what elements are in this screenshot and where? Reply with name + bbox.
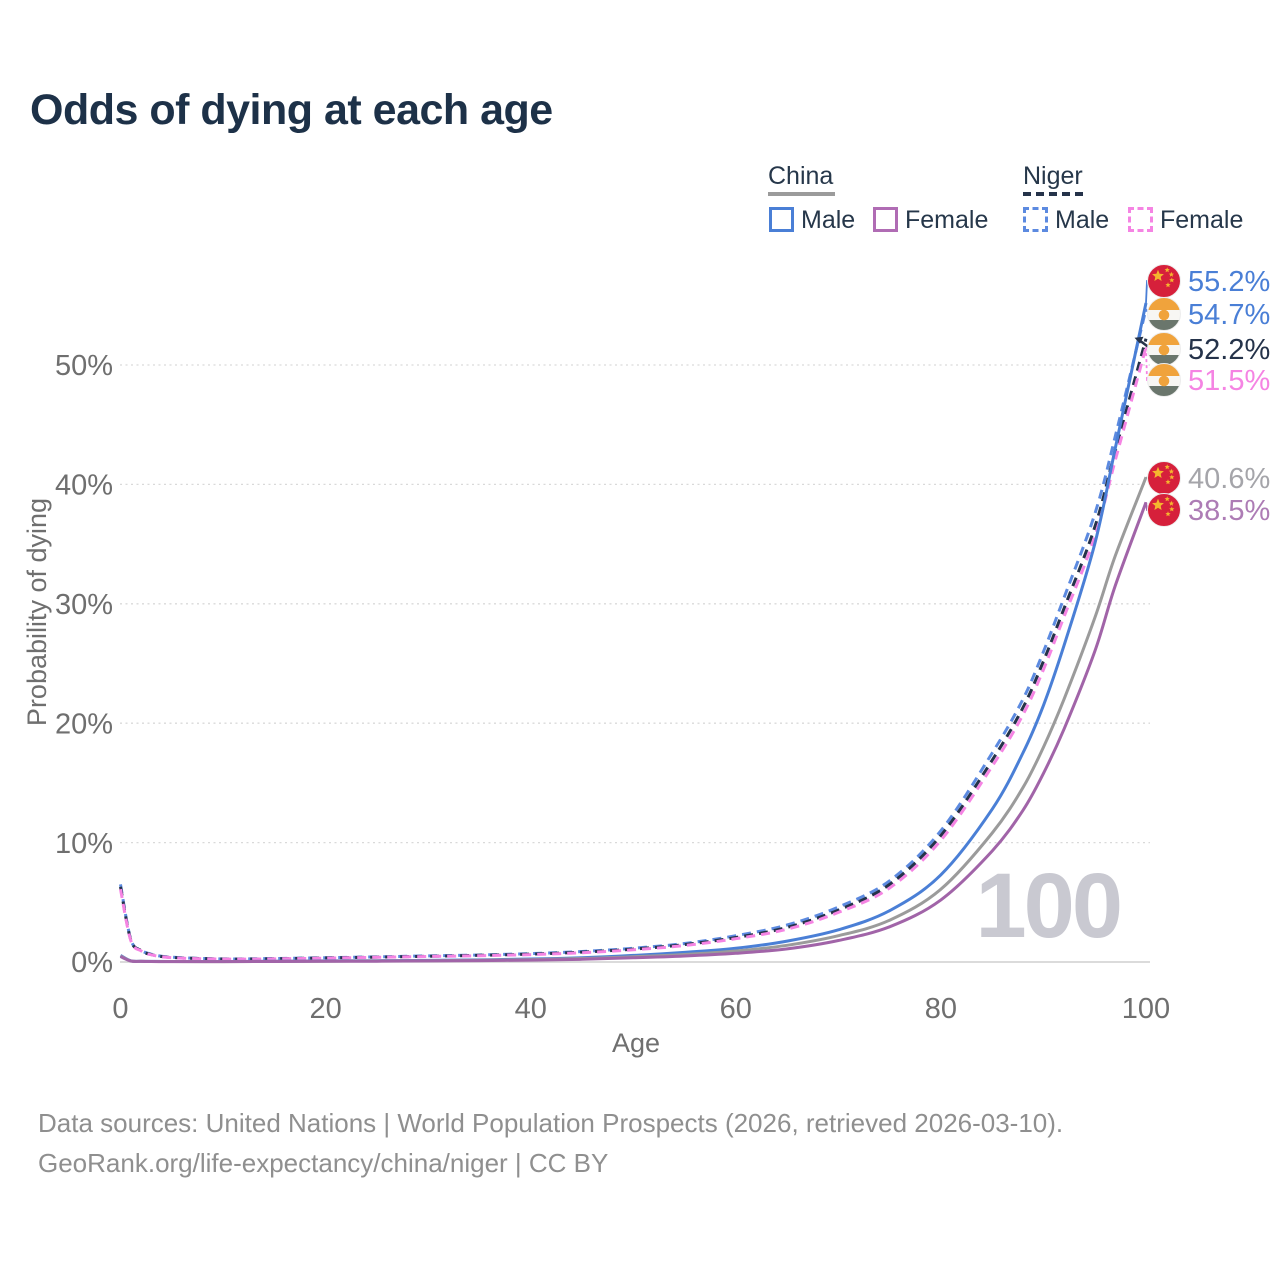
legend-group-china-label: China — [768, 162, 834, 190]
series-line-niger-female — [119, 346, 1148, 961]
niger-flag-band-bottom — [1147, 355, 1181, 366]
legend-item-niger-male[interactable]: Male — [1055, 206, 1110, 234]
niger-flag-dot — [1158, 344, 1170, 356]
x-tick-label: 80 — [925, 993, 957, 1025]
legend-china-line-sample — [768, 192, 835, 196]
niger-flag-band-top — [1147, 332, 1181, 345]
end-label-arrowhead — [1134, 336, 1144, 344]
y-tick-label: 20% — [55, 708, 113, 740]
y-tick-label: 0% — [71, 947, 113, 979]
end-label-value: 55.2% — [1188, 266, 1270, 298]
end-label-54.7%: 54.7% — [1145, 297, 1270, 331]
niger-flag-band-top — [1147, 297, 1181, 310]
series-line-china-female — [119, 501, 1148, 964]
y-tick-label: 30% — [55, 589, 113, 621]
x-tick-label: 20 — [309, 993, 341, 1025]
niger-flag-band-bottom — [1147, 386, 1181, 397]
china-flag-stars — [1152, 267, 1175, 288]
x-tick-label: 40 — [515, 993, 547, 1025]
china-flag-icon — [1147, 264, 1181, 298]
legend-swatch-china-male[interactable] — [769, 207, 794, 232]
x-axis-title: Age — [612, 1028, 660, 1058]
china-flag-icon — [1147, 493, 1181, 527]
niger-flag-ring — [1147, 363, 1181, 397]
niger-flag-band-top — [1147, 363, 1181, 376]
niger-flag-dot — [1158, 375, 1170, 387]
y-axis-title: Probability of dying — [22, 498, 52, 726]
page-title: Odds of dying at each age — [30, 86, 553, 134]
china-flag-stars — [1152, 464, 1175, 485]
end-label-value: 51.5% — [1188, 365, 1270, 397]
end-label-value: 54.7% — [1188, 299, 1270, 331]
legend-item-china-female[interactable]: Female — [905, 206, 989, 234]
age-counter-watermark: 100 — [860, 860, 1123, 952]
age-counter-value: 100 — [975, 855, 1123, 957]
legend-swatch-niger-male[interactable] — [1023, 207, 1048, 232]
x-tick-label: 100 — [1122, 993, 1170, 1025]
y-tick-label: 10% — [55, 828, 113, 860]
y-tick-label: 40% — [55, 470, 113, 502]
end-label-value: 52.2% — [1188, 334, 1270, 366]
y-tick-label: 50% — [55, 350, 113, 382]
niger-flag-band-bottom — [1147, 320, 1181, 331]
legend-niger-line-sample — [1023, 192, 1083, 196]
end-label-40.6%: 40.6% — [1145, 461, 1270, 495]
legend-item-china-male[interactable]: Male — [801, 206, 856, 234]
end-label-51.5%: 51.5% — [1145, 347, 1270, 397]
legend-swatch-china-female[interactable] — [873, 207, 898, 232]
end-label-38.5%: 38.5% — [1145, 493, 1270, 527]
legend-item-niger-female[interactable]: Female — [1160, 206, 1244, 234]
attribution-link-text: GeoRank.org/life-expectancy/china/niger … — [38, 1148, 609, 1178]
x-tick-label: 60 — [720, 993, 752, 1025]
niger-flag-ring — [1147, 297, 1181, 331]
china-flag-stars — [1152, 496, 1175, 517]
end-label-52.2%: 52.2% — [1134, 332, 1270, 366]
x-tick-label: 0 — [112, 993, 128, 1025]
niger-flag-dot — [1158, 309, 1170, 321]
data-sources-text: Data sources: United Nations | World Pop… — [38, 1108, 1064, 1138]
legend-group-niger-label: Niger — [1023, 162, 1083, 190]
china-flag-icon — [1147, 461, 1181, 495]
end-label-value: 38.5% — [1188, 495, 1270, 527]
legend-swatch-niger-female[interactable] — [1128, 207, 1153, 232]
end-label-value: 40.6% — [1188, 463, 1270, 495]
